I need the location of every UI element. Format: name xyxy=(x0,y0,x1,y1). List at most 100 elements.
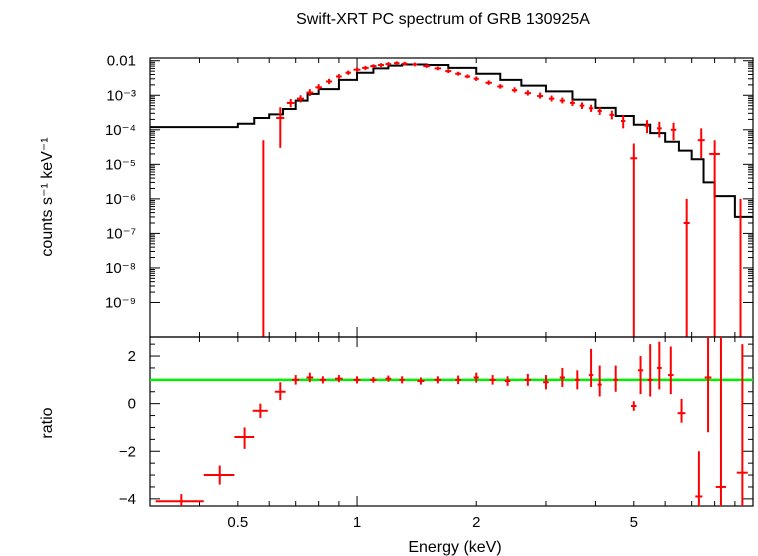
y-tick-label: 10⁻⁵ xyxy=(105,156,136,173)
spectrum-data-point xyxy=(524,90,531,96)
x-axis-label: Energy (keV) xyxy=(408,539,501,556)
y-tick-label: 10⁻⁶ xyxy=(105,191,136,208)
spectrum-data-point xyxy=(326,78,333,85)
ratio-data-point xyxy=(613,365,618,392)
model-curve xyxy=(150,63,753,218)
spectrum-data-point xyxy=(362,65,369,70)
spectrum-data-point xyxy=(597,107,602,115)
ratio-data-point xyxy=(370,376,377,383)
y-tick-label: 2 xyxy=(128,348,136,365)
spectrum-data-point xyxy=(296,95,305,103)
spectrum-data-point xyxy=(378,63,385,67)
y-tick-label: 10⁻⁷ xyxy=(106,225,136,242)
spectrum-data-point xyxy=(497,84,504,89)
ratio-data-point xyxy=(489,375,496,385)
spectrum-panel: 0.01 10⁻³ 10⁻⁴ 10⁻⁵ 10⁻⁶ 10⁻⁷ 10⁻⁸ 10⁻⁹ xyxy=(105,53,754,347)
spectrum-data-point xyxy=(345,70,351,75)
ratio-data-point xyxy=(588,348,594,387)
ratio-data-point xyxy=(695,451,703,506)
ratio-data-point xyxy=(667,346,674,395)
ratio-data-point xyxy=(637,356,644,395)
ratio-data-point xyxy=(385,375,392,382)
y-tick-label: 0 xyxy=(128,396,136,413)
ratio-data-point xyxy=(274,382,286,401)
ratio-y-axis-label: ratio xyxy=(39,407,56,438)
spectrum-data-point xyxy=(434,66,442,71)
ratio-data-point xyxy=(455,375,461,385)
ratio-data-point xyxy=(155,494,204,506)
ratio-data-point xyxy=(736,344,748,506)
spectrum-data-point xyxy=(473,76,479,81)
spectrum-data-point xyxy=(620,114,626,129)
y-tick-label: 0.01 xyxy=(107,53,136,70)
ratio-data-point xyxy=(704,337,712,433)
ratio-data-point xyxy=(234,427,255,449)
spectrum-data-point xyxy=(537,92,544,99)
spectrum-data-point xyxy=(455,71,461,76)
x-tick-label: 5 xyxy=(630,514,638,531)
spectrum-data-point xyxy=(588,104,594,112)
spectrum-data-point xyxy=(412,62,418,67)
ratio-frame xyxy=(149,336,754,507)
ratio-data-point xyxy=(631,401,637,411)
spectrum-data-point xyxy=(445,69,452,74)
chart-title: Swift-XRT PC spectrum of GRB 130925A xyxy=(296,11,590,28)
ratio-data-point xyxy=(319,376,327,384)
spectrum-data-point xyxy=(630,143,638,337)
spectrum-data-point xyxy=(336,74,342,79)
spectrum-data-point xyxy=(423,64,431,68)
spectrum-data-point xyxy=(286,98,295,108)
y-tick-label: 10⁻⁴ xyxy=(105,122,136,139)
ratio-data-point xyxy=(473,372,479,383)
ratio-panel: 0.5 1 2 5 −4 −2 0 2 xyxy=(119,336,754,531)
spectrum-data-point xyxy=(670,122,677,141)
spectrum-data-point xyxy=(656,121,662,138)
ratio-data-point xyxy=(306,372,314,383)
spectrum-data-point xyxy=(644,120,650,134)
spectrum-data-point xyxy=(559,97,565,104)
y-tick-label: 10⁻⁸ xyxy=(105,260,136,277)
spectrum-data-point xyxy=(548,95,555,102)
spectrum-data-point xyxy=(511,87,518,93)
spectrum-data-point xyxy=(485,80,492,85)
spectrum-data-point xyxy=(709,140,720,337)
ratio-data-point xyxy=(715,337,727,506)
ratio-data-point xyxy=(434,376,442,384)
ratio-data-point xyxy=(399,376,405,384)
spectrum-frame xyxy=(149,57,754,338)
spectrum-data-point xyxy=(370,64,377,68)
x-tick-label: 1 xyxy=(353,514,361,531)
spectrum-data-point xyxy=(579,102,585,110)
x-tick-label: 2 xyxy=(472,514,480,531)
ratio-data-point xyxy=(335,375,343,383)
y-tick-label: 10⁻³ xyxy=(106,87,136,104)
ratio-data-point xyxy=(677,398,686,423)
spectrum-data-point xyxy=(385,62,392,66)
ratio-data-point xyxy=(417,377,425,385)
spectrum-data-point xyxy=(353,67,361,72)
spectrum-data-point xyxy=(276,107,285,148)
spectrum-data-point xyxy=(315,84,322,91)
ratio-data-point xyxy=(543,375,549,390)
ratio-data-point xyxy=(504,376,511,386)
spectrum-data-point xyxy=(402,61,408,66)
ratio-data-point xyxy=(203,465,235,485)
ratio-data-point xyxy=(597,365,602,397)
ratio-data-point xyxy=(353,376,361,384)
ratio-data-point xyxy=(559,367,565,387)
ratio-data-point xyxy=(524,373,531,386)
spectrum-data-point xyxy=(683,198,690,337)
spectrum-data-point xyxy=(464,74,471,79)
x-tick-label: 0.5 xyxy=(227,514,248,531)
y-tick-label: 10⁻⁹ xyxy=(105,294,136,311)
spectrum-data-point xyxy=(394,61,400,65)
spectrum-data-point xyxy=(569,99,575,106)
y-tick-label: −4 xyxy=(119,491,136,508)
ratio-data-point xyxy=(291,375,300,385)
spectrum-data-point xyxy=(697,128,705,159)
spectrum-data-point xyxy=(306,89,314,97)
ratio-data-point xyxy=(647,344,653,397)
spectrum-y-axis-label: counts s⁻¹ keV⁻¹ xyxy=(39,137,56,256)
ratio-data-point xyxy=(252,403,268,418)
